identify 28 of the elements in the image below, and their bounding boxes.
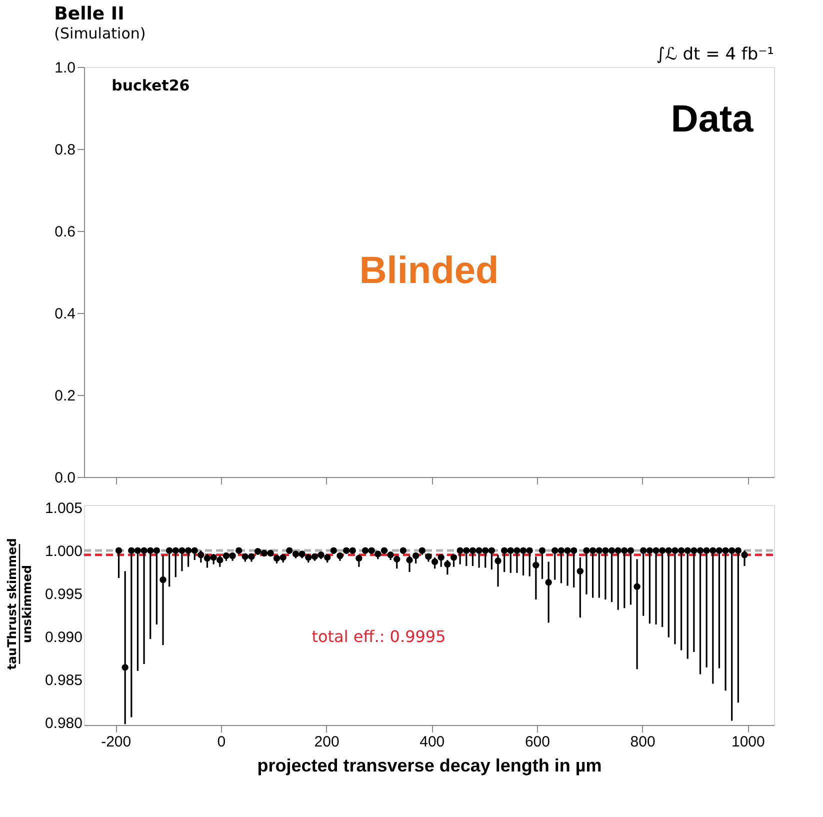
y-tick-label: 0.0 <box>54 470 76 486</box>
y-tick-label: 0.2 <box>54 388 76 404</box>
y-tick-label: 0.6 <box>54 224 76 240</box>
annotation: Data <box>670 98 754 140</box>
y-tick-label: 0.995 <box>44 586 82 604</box>
y-tick-label: 0.990 <box>44 628 82 646</box>
y-axis-title: tauThrust skimmed unskimmed <box>5 538 34 670</box>
ref-line-label: total eff.: 0.9995 <box>312 627 446 646</box>
y-tick-label: 0.8 <box>54 142 76 158</box>
y-tick-label: 1.005 <box>44 500 82 518</box>
x-tick-label: 800 <box>630 734 656 750</box>
annotation: Blinded <box>359 250 499 292</box>
y-tick-label: 0.4 <box>54 306 76 322</box>
x-axis-title: projected transverse decay length in µm <box>257 756 602 776</box>
x-tick-label: 400 <box>420 734 445 750</box>
x-tick-label: 600 <box>524 734 550 750</box>
x-tick-label: 1000 <box>731 734 765 750</box>
annotation: bucket26 <box>112 76 190 94</box>
x-tick-label: 200 <box>314 734 340 750</box>
x-tick-label: -200 <box>101 734 132 750</box>
y-tick-label: 0.980 <box>44 714 82 732</box>
chart-title: Belle II <box>54 4 124 25</box>
text: ∫ℒ dt = 4 fb⁻¹ <box>656 44 774 65</box>
y-tick-label: 1.000 <box>44 543 82 560</box>
y-tick-label: 0.985 <box>44 672 82 689</box>
chart-subtitle: (Simulation) <box>54 24 146 43</box>
y-tick-label: 1.0 <box>54 60 76 76</box>
x-tick-label: 0 <box>217 734 226 750</box>
